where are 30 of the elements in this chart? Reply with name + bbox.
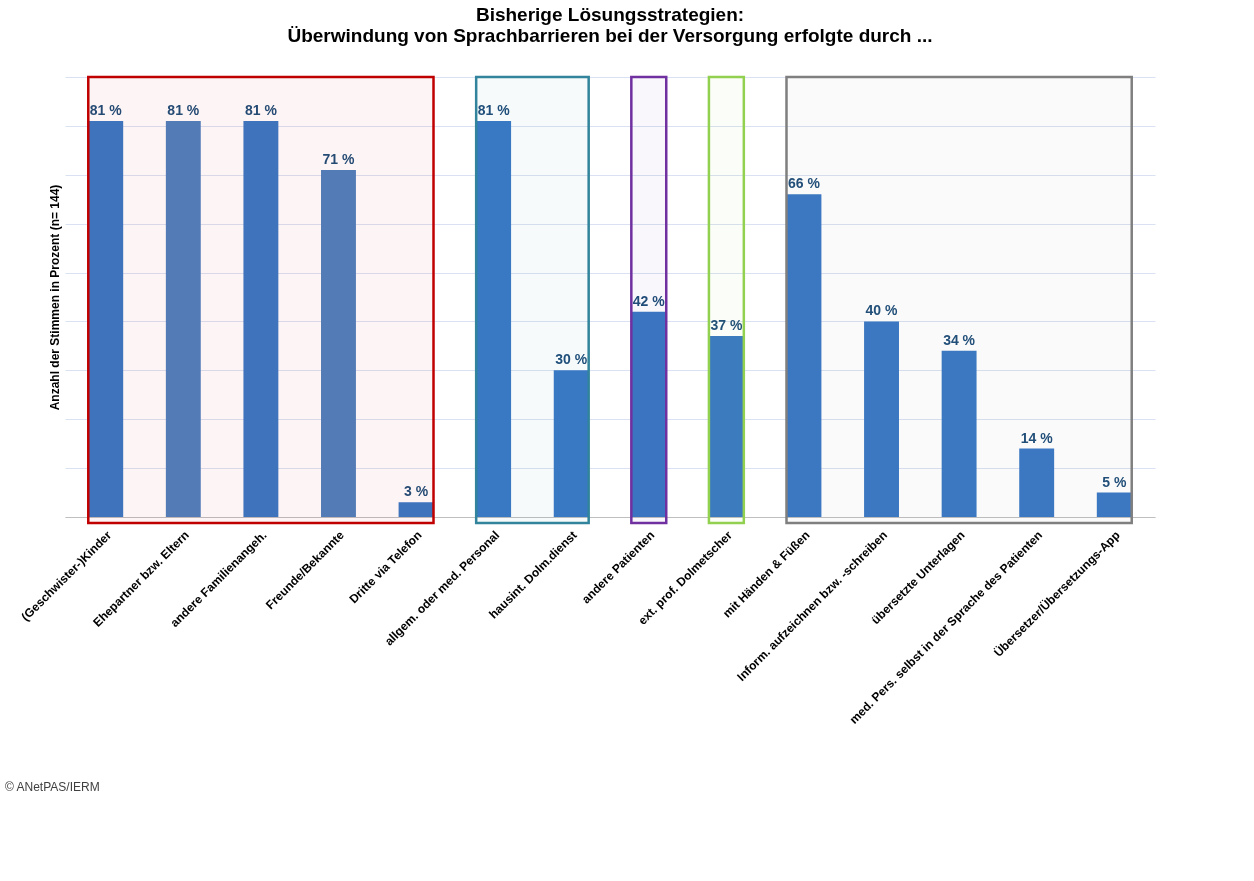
text: Überwindung von Sprachbarrieren bei der Versorgung erfolgte durch ... [287,24,933,46]
data-label: 81 % [244,102,278,118]
data-label: 14 % [1020,429,1054,446]
data-label: 71 % [322,150,355,167]
text: Bisherige Lösungsstrategien: [475,3,745,25]
data-label: 3 % [403,483,429,500]
data-label: 30 % [555,351,588,368]
bar [165,121,201,517]
data-label: 40 % [865,302,899,319]
bar [786,194,822,517]
data-label: 81 % [89,102,123,118]
bar [321,169,356,517]
bar [476,121,512,517]
data-label: 42 % [632,292,666,309]
bar [398,502,434,517]
bar [553,370,589,517]
bar [88,121,124,517]
data-label: 34 % [943,331,976,348]
y-axis-title: Anzahl der Stimmen in Prozent (n= 144) [47,184,62,411]
data-label: 81 % [477,102,511,118]
bar [1096,492,1132,517]
data-label: 5 % [1102,473,1127,490]
data-label: 66 % [787,175,821,192]
bar [941,350,977,517]
bar [1019,448,1055,517]
data-label: 81 % [167,102,200,118]
data-label: 37 % [710,317,743,334]
bar [864,321,899,517]
text: © ANetPAS/IERM [5,780,100,794]
bar [243,121,279,517]
